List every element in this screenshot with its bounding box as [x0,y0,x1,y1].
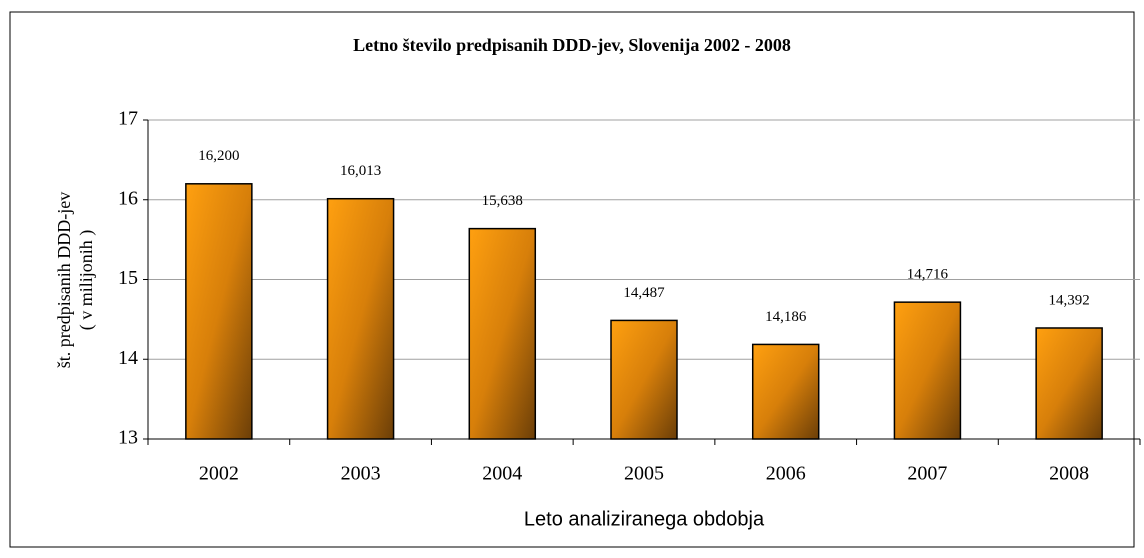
bar [1035,327,1103,440]
y-axis-label: ( v milijonih ) [76,230,97,331]
chart-title: Letno število predpisanih DDD-jev, Slove… [353,35,791,55]
bar [751,343,820,440]
x-tick-label: 2005 [624,463,664,485]
x-tick-label: 2008 [1049,463,1089,485]
x-axis-label: Leto analiziranega obdobja [524,508,765,530]
bar [893,301,962,440]
y-tick-label: 14 [118,347,138,369]
data-label: 14,716 [907,267,949,283]
data-label: 14,487 [623,285,665,301]
y-tick-label: 17 [118,108,138,130]
data-label: 14,392 [1049,292,1090,308]
x-tick-label: 2007 [907,463,947,485]
y-axis-label: št. predpisanih DDD-jev [54,192,74,368]
y-tick-label: 15 [118,267,138,289]
x-tick-label: 2006 [766,463,806,485]
data-label: 16,013 [340,163,381,179]
bar [185,183,253,440]
data-label: 14,186 [765,309,807,325]
data-label: 16,200 [198,148,239,164]
y-tick-label: 16 [118,187,138,209]
bar [468,227,537,440]
x-tick-label: 2002 [199,463,239,485]
data-label: 15,638 [482,193,523,209]
x-tick-label: 2004 [482,463,522,485]
y-tick-label: 13 [118,427,138,449]
x-tick-label: 2003 [341,463,381,485]
bar [610,319,678,440]
bar [326,197,395,440]
